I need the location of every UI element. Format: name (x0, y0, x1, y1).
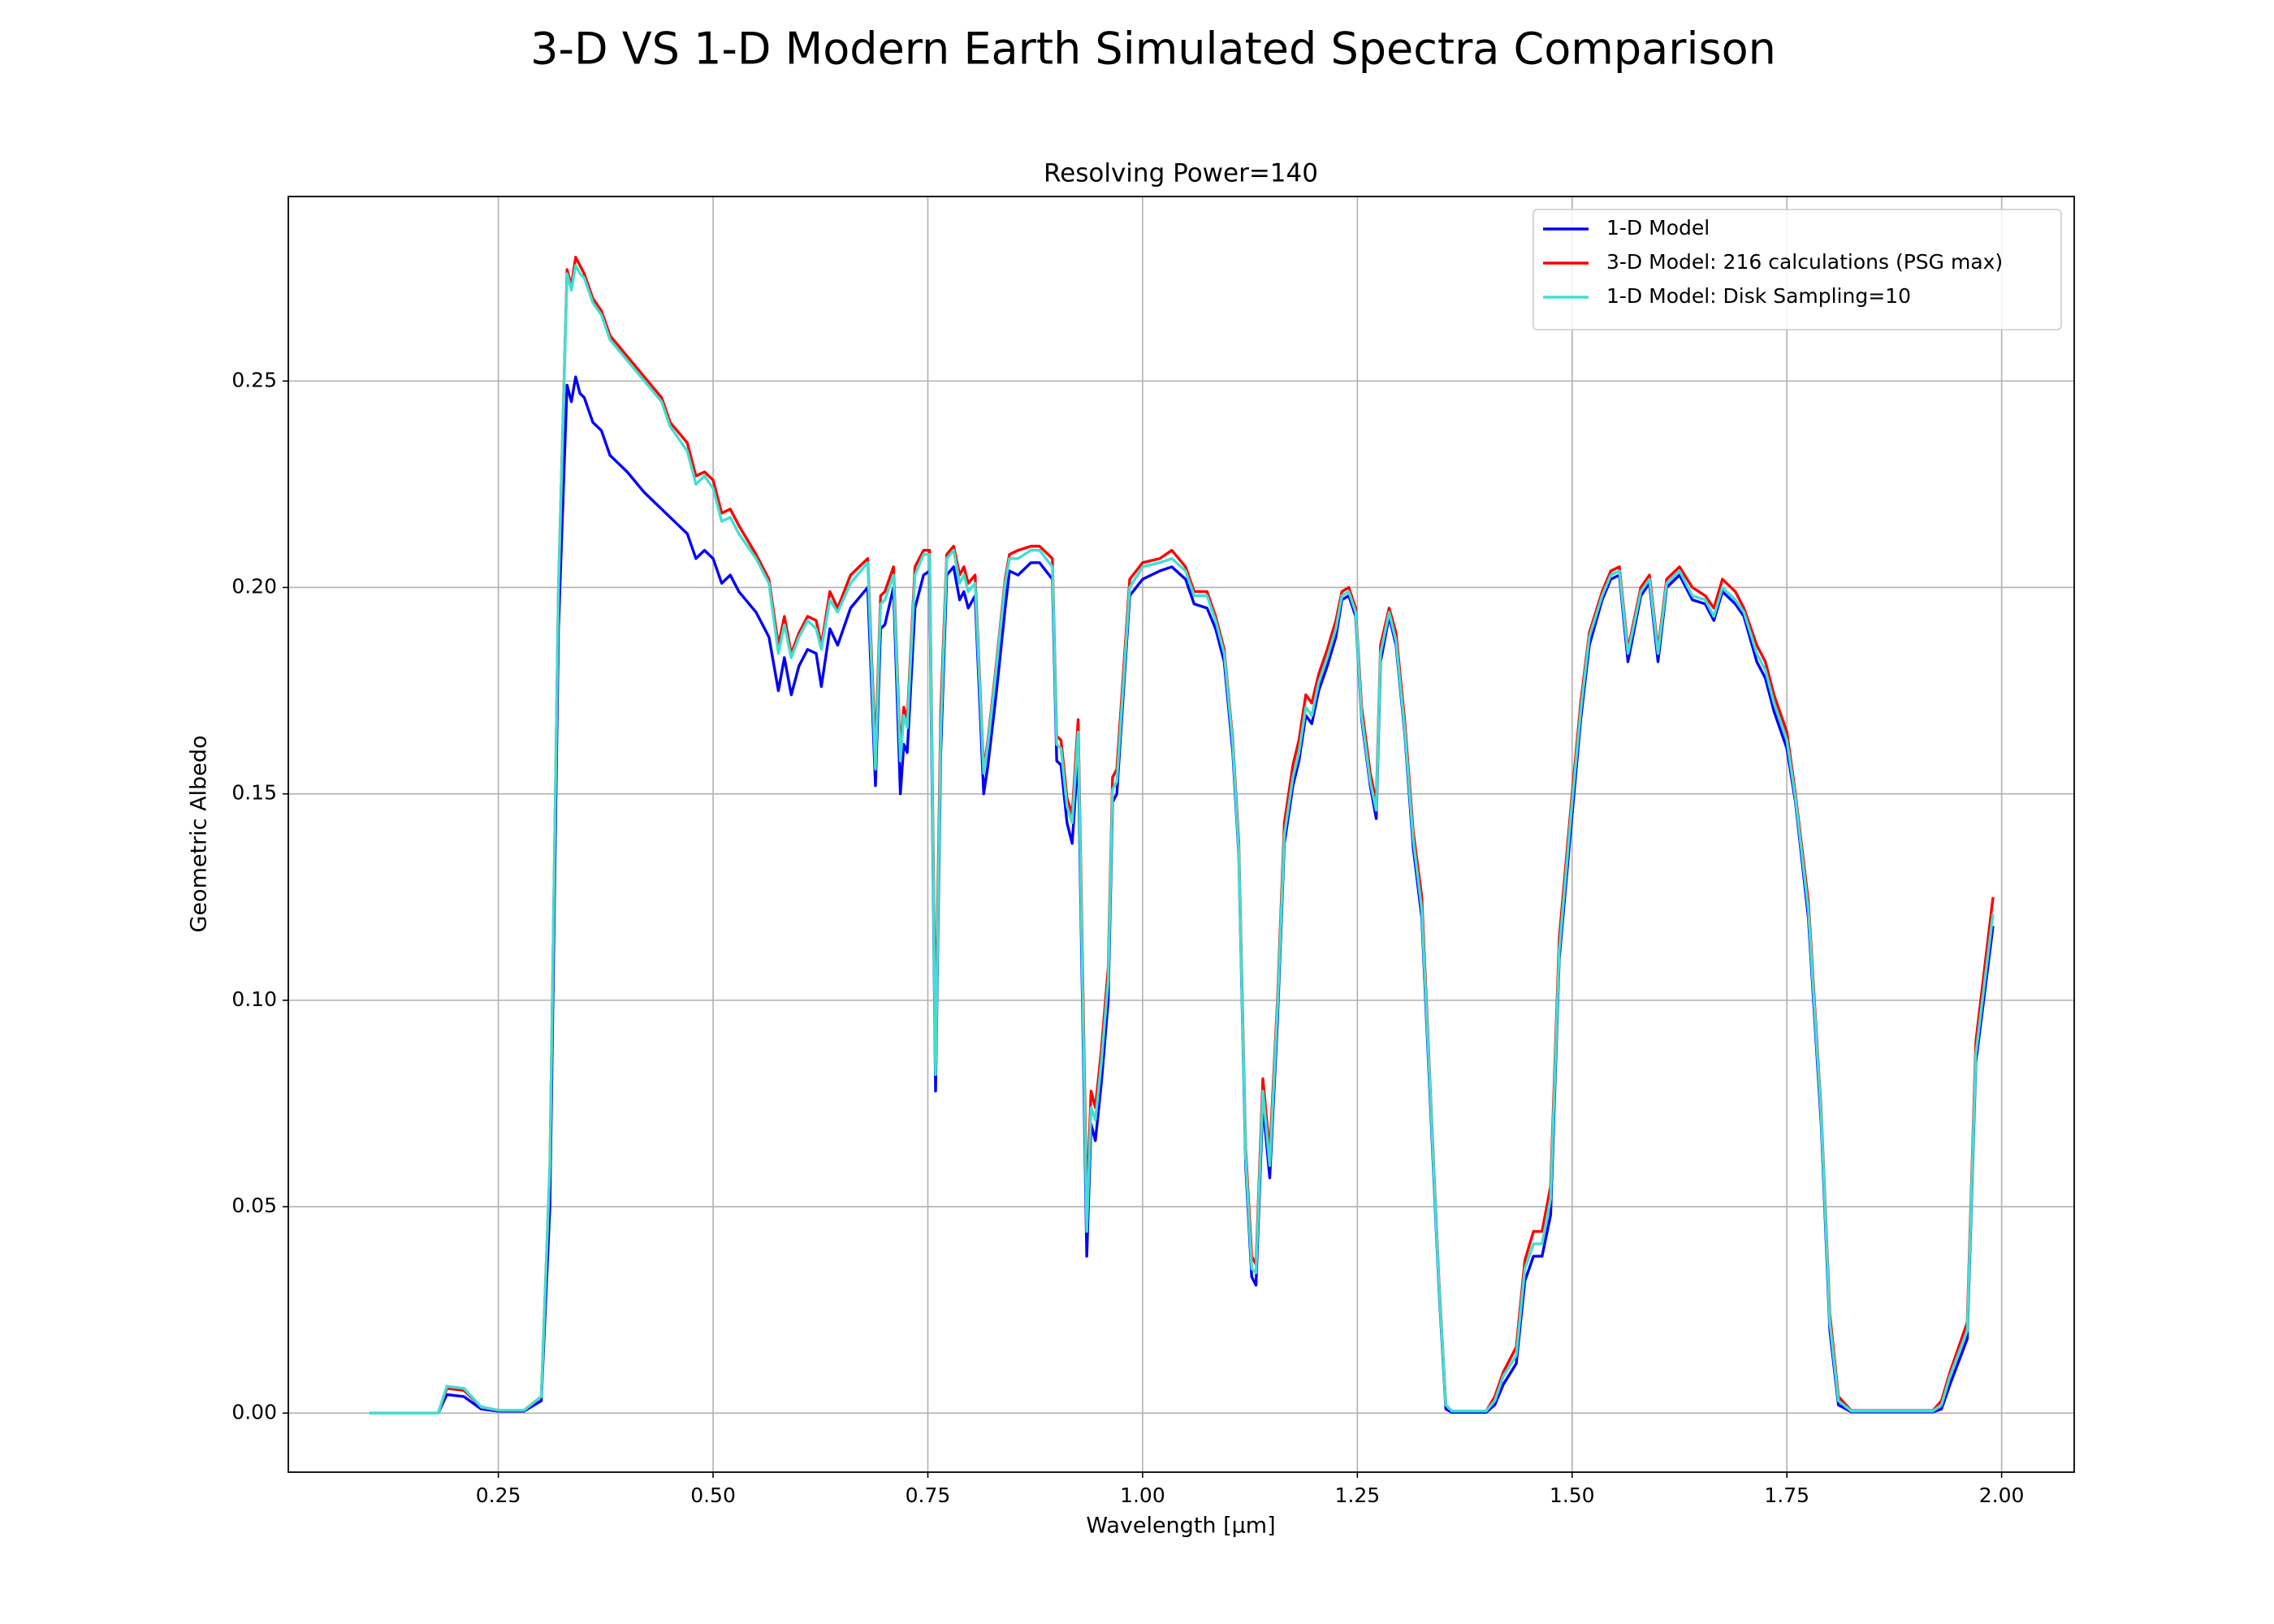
x-tick-label: 0.25 (476, 1484, 521, 1507)
plot-frame (287, 196, 2075, 1473)
legend-label: 1-D Model: Disk Sampling=10 (1606, 284, 1911, 308)
y-tick-label: 0.25 (231, 368, 277, 391)
y-tick-label: 0.20 (231, 574, 277, 598)
x-tick-label: 0.50 (690, 1484, 736, 1507)
y-tick-label: 0.00 (231, 1400, 277, 1423)
x-tick-label: 1.50 (1550, 1484, 1595, 1507)
x-axis-label: Wavelength [μm] (1086, 1514, 1275, 1539)
y-tick-label: 0.05 (231, 1194, 277, 1217)
series-line (369, 264, 1995, 1415)
x-tick-label: 1.00 (1120, 1484, 1165, 1507)
legend: 1-D Model 3-D Model: 216 calculations (PS… (1533, 209, 2062, 330)
y-tick-label: 0.10 (231, 987, 277, 1011)
legend-label: 3-D Model: 216 calculations (PSG max) (1606, 250, 2003, 274)
x-tick-label: 0.75 (906, 1484, 951, 1507)
chart-subtitle: Resolving Power=140 (1044, 159, 1318, 188)
x-tick-label: 1.75 (1764, 1484, 1809, 1507)
chart-title: 3-D VS 1-D Modern Earth Simulated Spectr… (530, 24, 1776, 75)
y-axis-label: Geometric Albedo (187, 736, 212, 933)
y-tick-label: 0.15 (231, 781, 277, 805)
x-tick-label: 1.25 (1334, 1484, 1380, 1507)
legend-label: 1-D Model (1606, 216, 1710, 240)
x-tick-label: 2.00 (1979, 1484, 2025, 1507)
legend-box (1533, 209, 2062, 330)
